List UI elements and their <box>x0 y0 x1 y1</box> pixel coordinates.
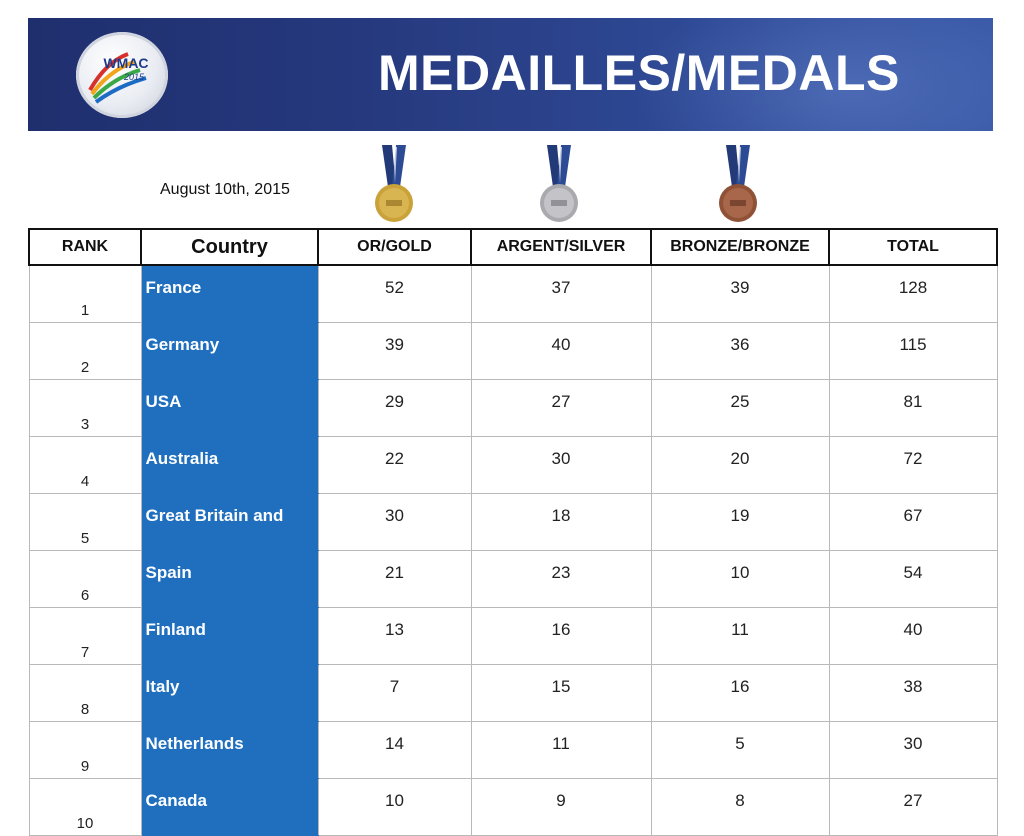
bronze-cell: 19 <box>651 493 830 551</box>
table-row: 7 Finland 13 16 11 40 <box>28 607 998 665</box>
bronze-medal-icon <box>719 145 757 222</box>
country-cell: Italy <box>141 664 319 722</box>
total-cell: 67 <box>829 493 998 551</box>
rank-cell: 1 <box>28 265 142 323</box>
page-title: MEDAILLES/MEDALS <box>378 45 900 101</box>
country-header: Country <box>140 228 319 266</box>
gold-cell: 7 <box>318 664 472 722</box>
rank-cell: 8 <box>28 664 142 722</box>
rank-cell: 7 <box>28 607 142 665</box>
table-row: 4 Australia 22 30 20 72 <box>28 436 998 494</box>
gold-medal-icon <box>375 145 413 222</box>
silver-cell: 18 <box>471 493 652 551</box>
rank-cell: 9 <box>28 721 142 779</box>
bronze-cell: 25 <box>651 379 830 437</box>
country-cell: Great Britain and <box>141 493 319 551</box>
country-cell: Germany <box>141 322 319 380</box>
total-cell: 40 <box>829 607 998 665</box>
silver-cell: 15 <box>471 664 652 722</box>
rank-cell: 3 <box>28 379 142 437</box>
rank-cell: 10 <box>28 778 142 836</box>
header-banner: WMAC 2015 MEDAILLES/MEDALS <box>28 18 993 131</box>
rank-cell: 5 <box>28 493 142 551</box>
country-cell: Australia <box>141 436 319 494</box>
silver-cell: 16 <box>471 607 652 665</box>
gold-cell: 29 <box>318 379 472 437</box>
table-row: 9 Netherlands 14 11 5 30 <box>28 721 998 779</box>
silver-cell: 11 <box>471 721 652 779</box>
silver-cell: 37 <box>471 265 652 323</box>
total-cell: 54 <box>829 550 998 608</box>
date-label: August 10th, 2015 <box>160 181 290 198</box>
gold-cell: 52 <box>318 265 472 323</box>
silver-medal-icon <box>540 145 578 222</box>
country-cell: Canada <box>141 778 319 836</box>
svg-text:WMAC: WMAC <box>103 55 148 71</box>
wmac-logo: WMAC 2015 <box>76 32 168 118</box>
rank-cell: 6 <box>28 550 142 608</box>
gold-cell: 14 <box>318 721 472 779</box>
table-header-row: RANK Country OR/GOLD ARGENT/SILVER BRONZ… <box>28 228 998 266</box>
bronze-cell: 36 <box>651 322 830 380</box>
bronze-cell: 10 <box>651 550 830 608</box>
table-row: 1 France 52 37 39 128 <box>28 265 998 323</box>
table-row: 10 Canada 10 9 8 27 <box>28 778 998 836</box>
silver-cell: 23 <box>471 550 652 608</box>
gold-header: OR/GOLD <box>317 228 472 266</box>
country-cell: Netherlands <box>141 721 319 779</box>
silver-cell: 40 <box>471 322 652 380</box>
country-cell: Spain <box>141 550 319 608</box>
rank-cell: 4 <box>28 436 142 494</box>
silver-cell: 30 <box>471 436 652 494</box>
total-cell: 128 <box>829 265 998 323</box>
silver-cell: 9 <box>471 778 652 836</box>
bronze-cell: 16 <box>651 664 830 722</box>
gold-cell: 10 <box>318 778 472 836</box>
gold-cell: 30 <box>318 493 472 551</box>
country-cell: Finland <box>141 607 319 665</box>
table-row: 3 USA 29 27 25 81 <box>28 379 998 437</box>
total-cell: 72 <box>829 436 998 494</box>
total-cell: 27 <box>829 778 998 836</box>
country-cell: USA <box>141 379 319 437</box>
total-cell: 115 <box>829 322 998 380</box>
gold-cell: 13 <box>318 607 472 665</box>
country-cell: France <box>141 265 319 323</box>
bronze-cell: 11 <box>651 607 830 665</box>
gold-cell: 22 <box>318 436 472 494</box>
svg-text:2015: 2015 <box>123 72 145 82</box>
silver-header: ARGENT/SILVER <box>470 228 652 266</box>
bronze-cell: 8 <box>651 778 830 836</box>
total-header: TOTAL <box>828 228 998 266</box>
total-cell: 81 <box>829 379 998 437</box>
total-cell: 30 <box>829 721 998 779</box>
rank-header: RANK <box>28 228 142 266</box>
table-row: 2 Germany 39 40 36 115 <box>28 322 998 380</box>
gold-cell: 21 <box>318 550 472 608</box>
gold-cell: 39 <box>318 322 472 380</box>
bronze-cell: 5 <box>651 721 830 779</box>
medals-table: RANK Country OR/GOLD ARGENT/SILVER BRONZ… <box>28 228 998 836</box>
bronze-header: BRONZE/BRONZE <box>650 228 830 266</box>
rank-cell: 2 <box>28 322 142 380</box>
total-cell: 38 <box>829 664 998 722</box>
table-row: 8 Italy 7 15 16 38 <box>28 664 998 722</box>
table-row: 6 Spain 21 23 10 54 <box>28 550 998 608</box>
table-row: 5 Great Britain and 30 18 19 67 <box>28 493 998 551</box>
bronze-cell: 20 <box>651 436 830 494</box>
silver-cell: 27 <box>471 379 652 437</box>
bronze-cell: 39 <box>651 265 830 323</box>
